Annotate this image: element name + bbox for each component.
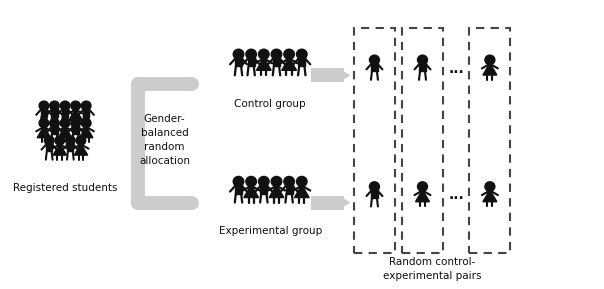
Bar [286,184,292,194]
Circle shape [233,49,244,59]
Circle shape [82,101,91,110]
Polygon shape [416,190,429,202]
Circle shape [370,182,379,191]
Circle shape [271,49,281,59]
Text: Gender-
balanced
random
allocation: Gender- balanced random allocation [139,114,190,166]
Bar [46,142,53,151]
Polygon shape [244,185,259,198]
Circle shape [297,177,307,186]
Bar [235,184,242,194]
Polygon shape [269,185,284,198]
Circle shape [60,118,70,128]
Bar [419,62,426,71]
Polygon shape [281,58,297,70]
Polygon shape [339,197,349,209]
Polygon shape [187,77,197,90]
Text: Control group: Control group [234,99,306,109]
Circle shape [65,136,75,145]
Polygon shape [59,126,72,138]
Circle shape [284,49,294,59]
Text: ...: ... [448,188,464,202]
Circle shape [246,49,257,59]
Bar [72,125,79,134]
Polygon shape [37,126,51,138]
Bar [273,56,280,66]
Bar [371,188,378,198]
Polygon shape [74,144,88,155]
Bar [371,62,378,71]
Circle shape [246,177,257,186]
Circle shape [259,49,269,59]
Circle shape [370,55,379,65]
Circle shape [417,55,428,65]
Bar [83,108,89,117]
Circle shape [71,118,80,128]
Bar [235,56,242,66]
Circle shape [82,118,91,128]
Polygon shape [69,109,82,120]
Polygon shape [483,190,497,202]
Text: ...: ... [448,62,464,76]
Circle shape [60,101,70,110]
Circle shape [50,118,59,128]
Polygon shape [339,69,349,81]
Polygon shape [187,197,197,209]
Circle shape [71,101,80,110]
Bar [51,108,57,117]
Bar [41,108,47,117]
Circle shape [284,177,294,186]
Circle shape [76,136,86,145]
Bar [260,184,267,194]
Bar [298,56,305,66]
Text: Registered students: Registered students [13,183,117,193]
Bar [62,108,68,117]
Bar [51,125,57,134]
Circle shape [297,49,307,59]
Circle shape [259,177,269,186]
Bar [67,142,74,151]
Circle shape [39,118,49,128]
Circle shape [417,182,428,191]
Circle shape [55,136,65,145]
Polygon shape [80,126,93,138]
Polygon shape [257,58,271,70]
Text: Random control-
experimental pairs: Random control- experimental pairs [383,257,481,281]
Bar [248,56,254,66]
Polygon shape [294,185,309,198]
Circle shape [485,55,495,65]
Circle shape [39,101,49,110]
Text: Experimental group: Experimental group [219,226,322,236]
Polygon shape [53,144,66,155]
Circle shape [271,177,281,186]
Polygon shape [483,63,497,75]
Circle shape [44,136,54,145]
Circle shape [50,101,59,110]
Circle shape [233,177,244,186]
Circle shape [485,182,495,191]
